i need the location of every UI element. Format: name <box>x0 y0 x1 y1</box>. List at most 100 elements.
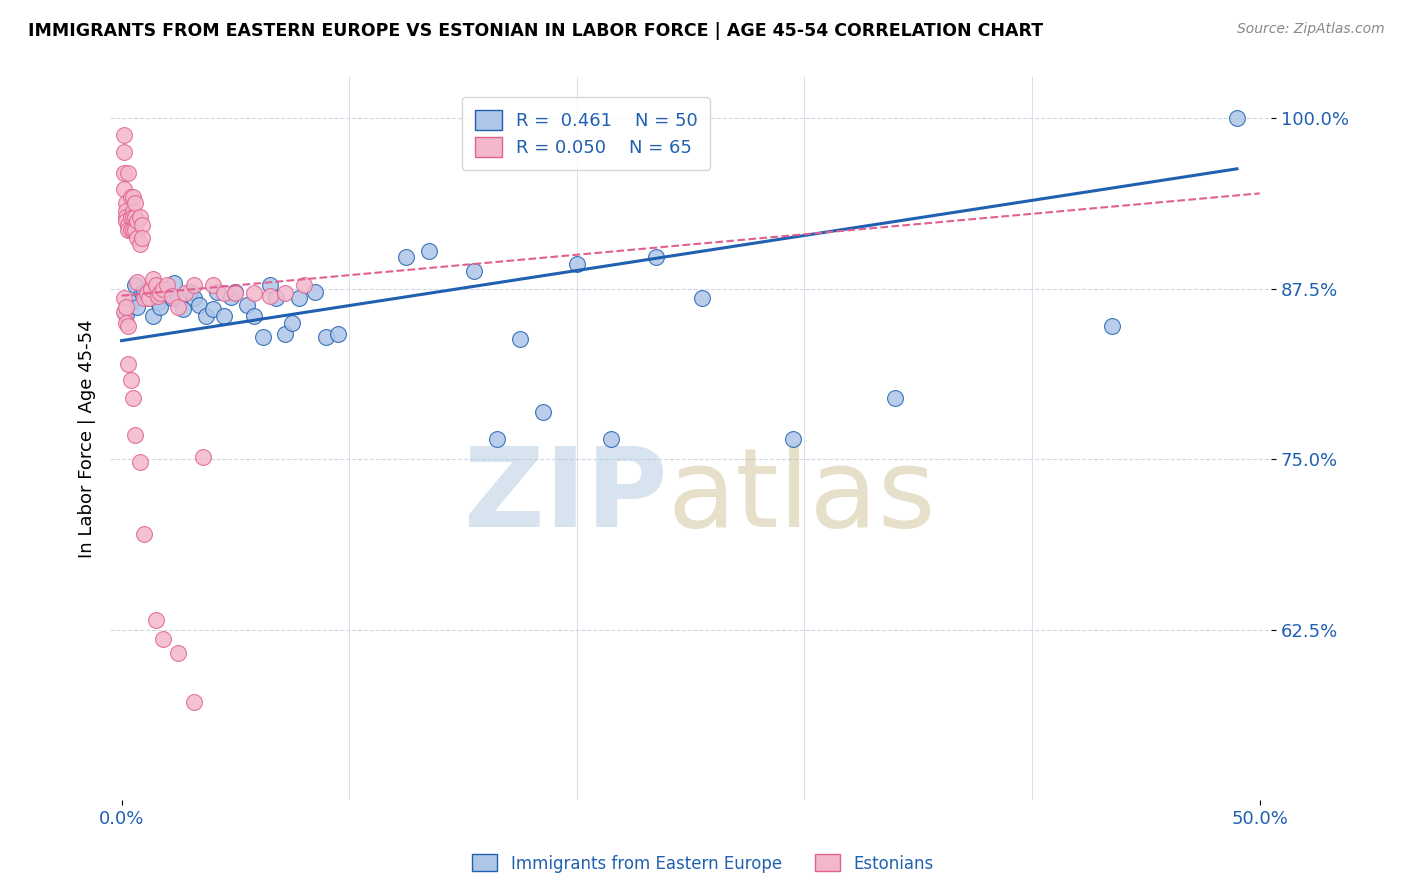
Point <box>112 166 135 180</box>
Text: ZIP: ZIP <box>464 443 668 550</box>
Point <box>115 308 138 322</box>
Point <box>782 432 804 446</box>
Point <box>212 309 235 323</box>
Point <box>153 282 176 296</box>
Point <box>179 285 201 299</box>
Point <box>1101 318 1123 333</box>
Point <box>163 277 186 291</box>
Text: Source: ZipAtlas.com: Source: ZipAtlas.com <box>1237 22 1385 37</box>
Point <box>172 302 194 317</box>
Point <box>112 145 135 160</box>
Point <box>122 190 145 204</box>
Point <box>326 326 349 341</box>
Point <box>167 300 190 314</box>
Point <box>115 210 138 224</box>
Point <box>205 285 228 299</box>
Point <box>884 391 907 405</box>
Point <box>112 128 135 142</box>
Point <box>463 264 485 278</box>
Point <box>156 285 179 300</box>
Point <box>152 282 174 296</box>
Point <box>128 210 150 224</box>
Point <box>224 285 246 300</box>
Point <box>274 285 297 300</box>
Point <box>1226 112 1249 126</box>
Point <box>127 213 149 227</box>
Point <box>120 190 142 204</box>
Point <box>645 251 668 265</box>
Point <box>194 309 217 323</box>
Point <box>160 291 183 305</box>
Point <box>183 695 205 709</box>
Point <box>160 288 183 302</box>
Text: IMMIGRANTS FROM EASTERN EUROPE VS ESTONIAN IN LABOR FORCE | AGE 45-54 CORRELATIO: IMMIGRANTS FROM EASTERN EUROPE VS ESTONI… <box>28 22 1043 40</box>
Point <box>120 373 142 387</box>
Point <box>145 613 167 627</box>
Point <box>509 332 531 346</box>
Point <box>138 291 160 305</box>
Point <box>115 316 138 330</box>
Point <box>142 272 165 286</box>
Point <box>315 329 337 343</box>
Point <box>124 427 146 442</box>
Point <box>131 285 153 300</box>
Point <box>146 288 169 302</box>
Point <box>212 285 235 300</box>
Point <box>117 166 139 180</box>
Point <box>167 646 190 660</box>
Point <box>115 300 138 314</box>
Point <box>122 391 145 405</box>
Point <box>115 195 138 210</box>
Point <box>149 285 172 300</box>
Point <box>122 204 145 219</box>
Point <box>122 223 145 237</box>
Point <box>124 195 146 210</box>
Point <box>142 309 165 323</box>
Point <box>193 450 215 464</box>
Point <box>266 291 288 305</box>
Point <box>174 285 197 300</box>
Point <box>167 291 190 305</box>
Point <box>600 432 623 446</box>
Point <box>252 329 274 343</box>
Point <box>304 285 326 299</box>
Point <box>219 290 242 304</box>
Point <box>131 218 153 232</box>
Point <box>531 404 554 418</box>
Point <box>242 309 264 323</box>
Point <box>201 302 224 317</box>
Legend: Immigrants from Eastern Europe, Estonians: Immigrants from Eastern Europe, Estonian… <box>465 847 941 880</box>
Point <box>145 277 167 292</box>
Point <box>292 277 315 292</box>
Point <box>134 291 156 305</box>
Point <box>120 223 142 237</box>
Point <box>138 291 160 305</box>
Point <box>120 295 142 310</box>
Point <box>259 288 281 302</box>
Point <box>124 277 146 292</box>
Y-axis label: In Labor Force | Age 45-54: In Labor Force | Age 45-54 <box>79 319 96 558</box>
Point <box>690 291 713 305</box>
Point <box>117 357 139 371</box>
Point <box>156 277 179 292</box>
Point <box>134 527 156 541</box>
Point <box>131 231 153 245</box>
Point <box>112 305 135 319</box>
Point <box>124 210 146 224</box>
Point <box>259 277 281 292</box>
Point <box>127 231 149 245</box>
Point <box>134 285 156 299</box>
Point <box>149 300 172 314</box>
Point <box>135 285 157 300</box>
Point <box>128 236 150 251</box>
Point <box>139 282 162 296</box>
Point <box>122 210 145 224</box>
Text: atlas: atlas <box>668 443 936 550</box>
Point <box>128 455 150 469</box>
Point <box>395 251 418 265</box>
Point <box>117 223 139 237</box>
Point <box>274 326 297 341</box>
Point <box>120 210 142 224</box>
Point <box>288 291 311 305</box>
Point <box>112 182 135 196</box>
